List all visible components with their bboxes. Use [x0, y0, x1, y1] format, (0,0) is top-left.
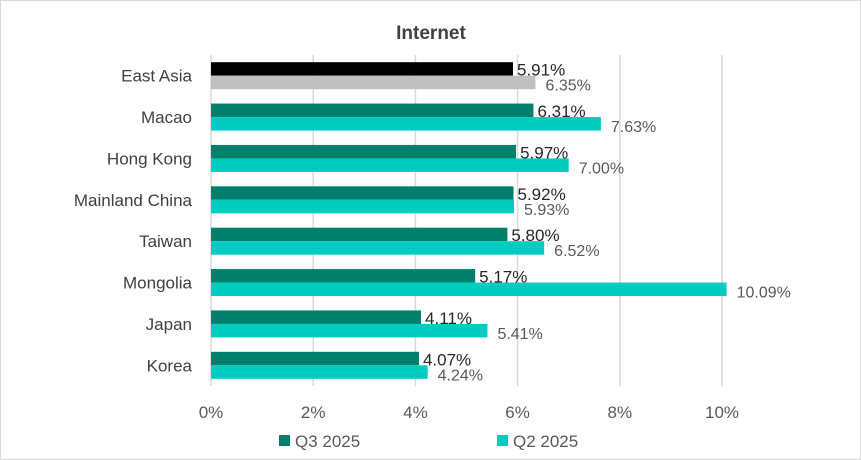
bar-q2 — [211, 323, 488, 338]
legend-swatch — [279, 435, 290, 446]
category-label: East Asia — [121, 67, 192, 86]
category-label: Mainland China — [74, 191, 193, 210]
bar-q3 — [211, 186, 514, 200]
x-tick-label: 6% — [505, 403, 530, 422]
data-label-q2: 6.52% — [554, 243, 599, 260]
data-label-q3: 5.17% — [479, 268, 527, 287]
data-label-q2: 10.09% — [737, 285, 791, 302]
bar-q2 — [211, 75, 536, 90]
data-label-q3: 5.97% — [520, 143, 568, 162]
data-label-q2: 5.93% — [524, 202, 569, 219]
bar-q3 — [211, 103, 534, 118]
data-label-q2: 4.24% — [438, 367, 483, 384]
chart-title: Internet — [396, 23, 466, 44]
data-label-q3: 5.80% — [511, 226, 559, 245]
data-label-q2: 7.00% — [579, 160, 624, 177]
bar-q3 — [211, 351, 419, 366]
x-tick-label: 4% — [403, 403, 428, 422]
bar-q3 — [211, 62, 514, 76]
data-label-q2: 7.63% — [611, 119, 656, 136]
x-tick-label: 10% — [705, 403, 739, 422]
legend-swatch — [497, 435, 508, 446]
data-label-q3: 6.31% — [537, 102, 585, 121]
data-label-q3: 4.07% — [423, 350, 471, 369]
bar-q2 — [211, 117, 601, 131]
category-label: Mongolia — [123, 274, 193, 293]
x-tick-label: 8% — [608, 403, 633, 422]
data-label-q2: 5.41% — [497, 326, 542, 343]
bar-q3 — [211, 310, 422, 324]
data-label-q3: 4.11% — [425, 309, 472, 328]
category-label: Macao — [141, 108, 192, 127]
legend-label: Q2 2025 — [513, 432, 578, 451]
bar-q2 — [211, 241, 545, 255]
legend-label: Q3 2025 — [295, 432, 360, 451]
data-label-q2: 6.35% — [545, 78, 590, 95]
bar-q2 — [211, 158, 569, 172]
data-label-q3: 5.92% — [518, 185, 566, 204]
bar-q3 — [211, 227, 508, 242]
category-label: Taiwan — [139, 232, 192, 251]
x-tick-label: 2% — [301, 403, 326, 422]
data-label-q3: 5.91% — [517, 61, 565, 80]
bar-q3 — [211, 269, 476, 283]
bar-q2 — [211, 282, 727, 297]
bar-q3 — [211, 144, 517, 159]
category-label: Japan — [146, 315, 192, 334]
category-label: Hong Kong — [107, 149, 192, 168]
bar-q2 — [211, 365, 428, 379]
bar-q2 — [211, 199, 515, 214]
category-label: Korea — [147, 356, 193, 375]
x-tick-label: 0% — [199, 403, 224, 422]
